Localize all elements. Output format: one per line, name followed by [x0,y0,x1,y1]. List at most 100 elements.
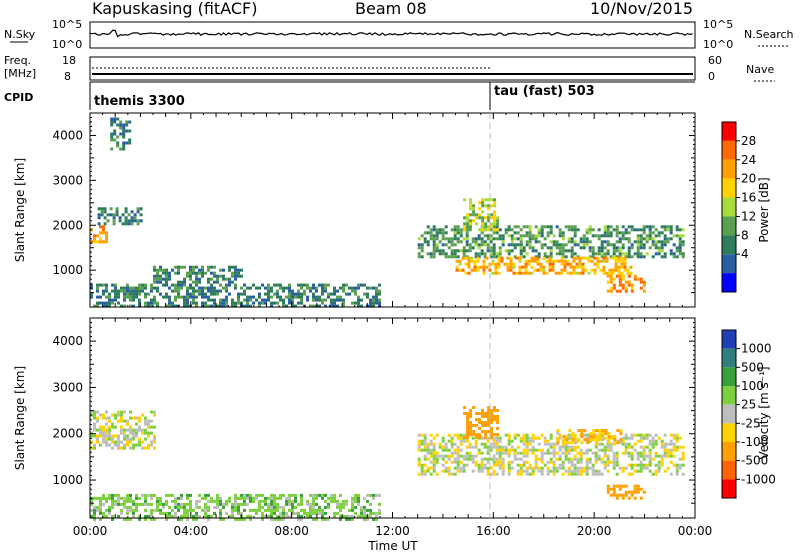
velocity-cell [543,451,547,455]
power-cell [300,283,303,287]
power-cell [165,277,168,281]
velocity-cell [345,514,348,518]
power-cell [186,295,189,299]
velocity-cell [552,442,556,446]
velocity-cell [99,428,102,432]
power-cell [527,271,531,275]
power-cell [279,295,282,299]
power-cell [174,271,177,275]
power-cell [654,228,658,232]
power-cell [623,262,627,266]
velocity-cell [465,463,469,467]
power-cell [366,286,369,290]
velocity-cell [315,508,318,512]
velocity-cell [657,469,661,473]
power-cell [513,225,517,229]
velocity-cell [279,514,282,518]
velocity-cell [231,514,234,518]
velocity-cell [276,505,279,509]
velocity-cell [96,410,99,414]
power-cell [602,259,606,263]
power-cell [453,243,457,247]
velocity-cell [493,409,497,412]
velocity-cell [633,442,637,446]
power-cell [273,292,276,296]
power-cell [542,256,546,260]
power-cell [174,283,177,287]
velocity-cell [354,499,357,503]
velocity-cell [426,466,430,470]
velocity-cell [150,419,153,423]
velocity-cell [258,502,261,506]
power-cell [572,268,576,272]
velocity-cell [577,438,581,442]
velocity-cell [441,448,445,452]
velocity-cell [465,439,469,443]
velocity-cell [606,490,610,494]
velocity-cell [486,445,490,449]
power-cell [617,259,621,263]
velocity-cell [549,457,553,461]
power-cell [249,286,252,290]
velocity-cell [321,493,324,497]
power-cell [606,228,610,232]
power-cell [426,252,430,256]
power-cell [507,252,511,256]
power-cell [675,234,679,238]
power-cell [429,231,433,235]
velocity-cell [135,502,138,506]
power-cell [576,228,580,232]
velocity-cell [471,445,475,449]
power-cell [462,246,466,250]
velocity-cell [273,499,276,503]
velocity-cell [159,508,162,512]
velocity-cell [636,484,640,488]
power-cell [453,225,457,229]
velocity-cell [96,508,99,512]
power-cell [645,240,649,244]
power-cell [558,249,562,253]
power-cell [475,216,479,220]
velocity-cell [507,454,511,458]
velocity-cell [270,499,273,503]
velocity-cell [366,493,369,497]
velocity-cell [453,433,457,437]
velocity-cell [507,436,511,440]
power-cell [554,259,558,263]
velocity-cell [549,451,553,455]
velocity-cell [627,445,631,449]
velocity-cell [363,505,366,509]
power-cell [560,271,564,275]
velocity-cell [540,472,544,476]
velocity-cell [330,499,333,503]
power-cell [567,228,571,232]
velocity-cell [108,431,111,435]
velocity-cell [636,487,640,491]
velocity-cell [585,466,589,470]
velocity-cell [636,469,640,473]
power-cell [420,249,424,253]
power-cell [186,304,189,308]
velocity-cell [306,502,309,506]
velocity-cell [204,505,207,509]
velocity-cell [105,440,108,444]
power-cell [540,231,544,235]
power-cell [645,234,649,238]
power-cell [282,304,285,308]
power-cell [630,243,634,247]
velocity-cell [669,439,673,443]
power-cell [447,240,451,244]
velocity-cell [357,514,360,518]
power-cell [201,301,204,305]
velocity-cell [138,428,141,432]
power-cell [486,243,490,247]
power-cell [234,301,237,305]
velocity-cell [450,451,454,455]
velocity-cell [669,448,673,452]
velocity-cell [129,505,132,509]
power-cell [315,295,318,299]
power-cell [504,231,508,235]
power-cell [484,228,488,232]
velocity-cell [279,505,282,509]
velocity-cell [675,433,679,437]
